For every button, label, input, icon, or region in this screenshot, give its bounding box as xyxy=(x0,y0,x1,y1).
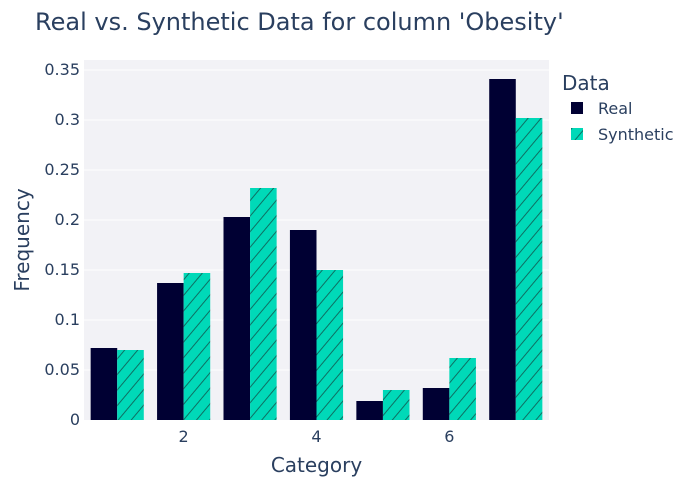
legend-label-real: Real xyxy=(598,99,633,118)
legend-swatch-real xyxy=(571,102,583,114)
y-tick-label: 0.1 xyxy=(55,310,80,329)
y-tick-label: 0.15 xyxy=(44,260,80,279)
y-axis-title: Frequency xyxy=(10,188,34,291)
x-tick-label: 4 xyxy=(311,427,321,446)
bar-real xyxy=(489,79,516,420)
y-tick-label: 0 xyxy=(70,410,80,429)
y-tick-label: 0.3 xyxy=(55,110,80,129)
legend-swatch-synthetic xyxy=(571,128,583,140)
bar-real xyxy=(157,283,184,420)
bar-synthetic xyxy=(515,118,543,420)
legend-title: Data xyxy=(562,71,610,95)
y-tick-label: 0.2 xyxy=(55,210,80,229)
y-tick-label: 0.25 xyxy=(44,160,80,179)
y-axis-ticks: 0 0.05 0.1 0.15 0.2 0.25 0.3 0.35 xyxy=(44,60,80,429)
bar-synthetic xyxy=(449,358,476,420)
bar-real xyxy=(422,388,450,420)
bar-synthetic xyxy=(316,270,344,420)
x-axis-title: Category xyxy=(271,453,363,477)
bars xyxy=(90,79,543,420)
bar-real xyxy=(223,217,251,420)
chart-title: Real vs. Synthetic Data for column 'Obes… xyxy=(35,8,564,36)
bar-real xyxy=(356,401,383,420)
bar-real xyxy=(289,230,317,420)
legend-label-synthetic: Synthetic xyxy=(598,125,674,144)
x-tick-label: 6 xyxy=(444,427,454,446)
x-tick-label: 2 xyxy=(179,427,189,446)
legend: Data Real Synthetic xyxy=(562,71,674,144)
bar-synthetic xyxy=(117,350,144,420)
bar-real xyxy=(90,348,118,420)
x-axis-ticks: 2 4 6 xyxy=(179,427,455,446)
y-tick-label: 0.35 xyxy=(44,60,80,79)
bar-synthetic xyxy=(250,188,277,420)
y-tick-label: 0.05 xyxy=(44,360,80,379)
bar-synthetic xyxy=(382,390,410,420)
bar-synthetic xyxy=(183,273,211,420)
